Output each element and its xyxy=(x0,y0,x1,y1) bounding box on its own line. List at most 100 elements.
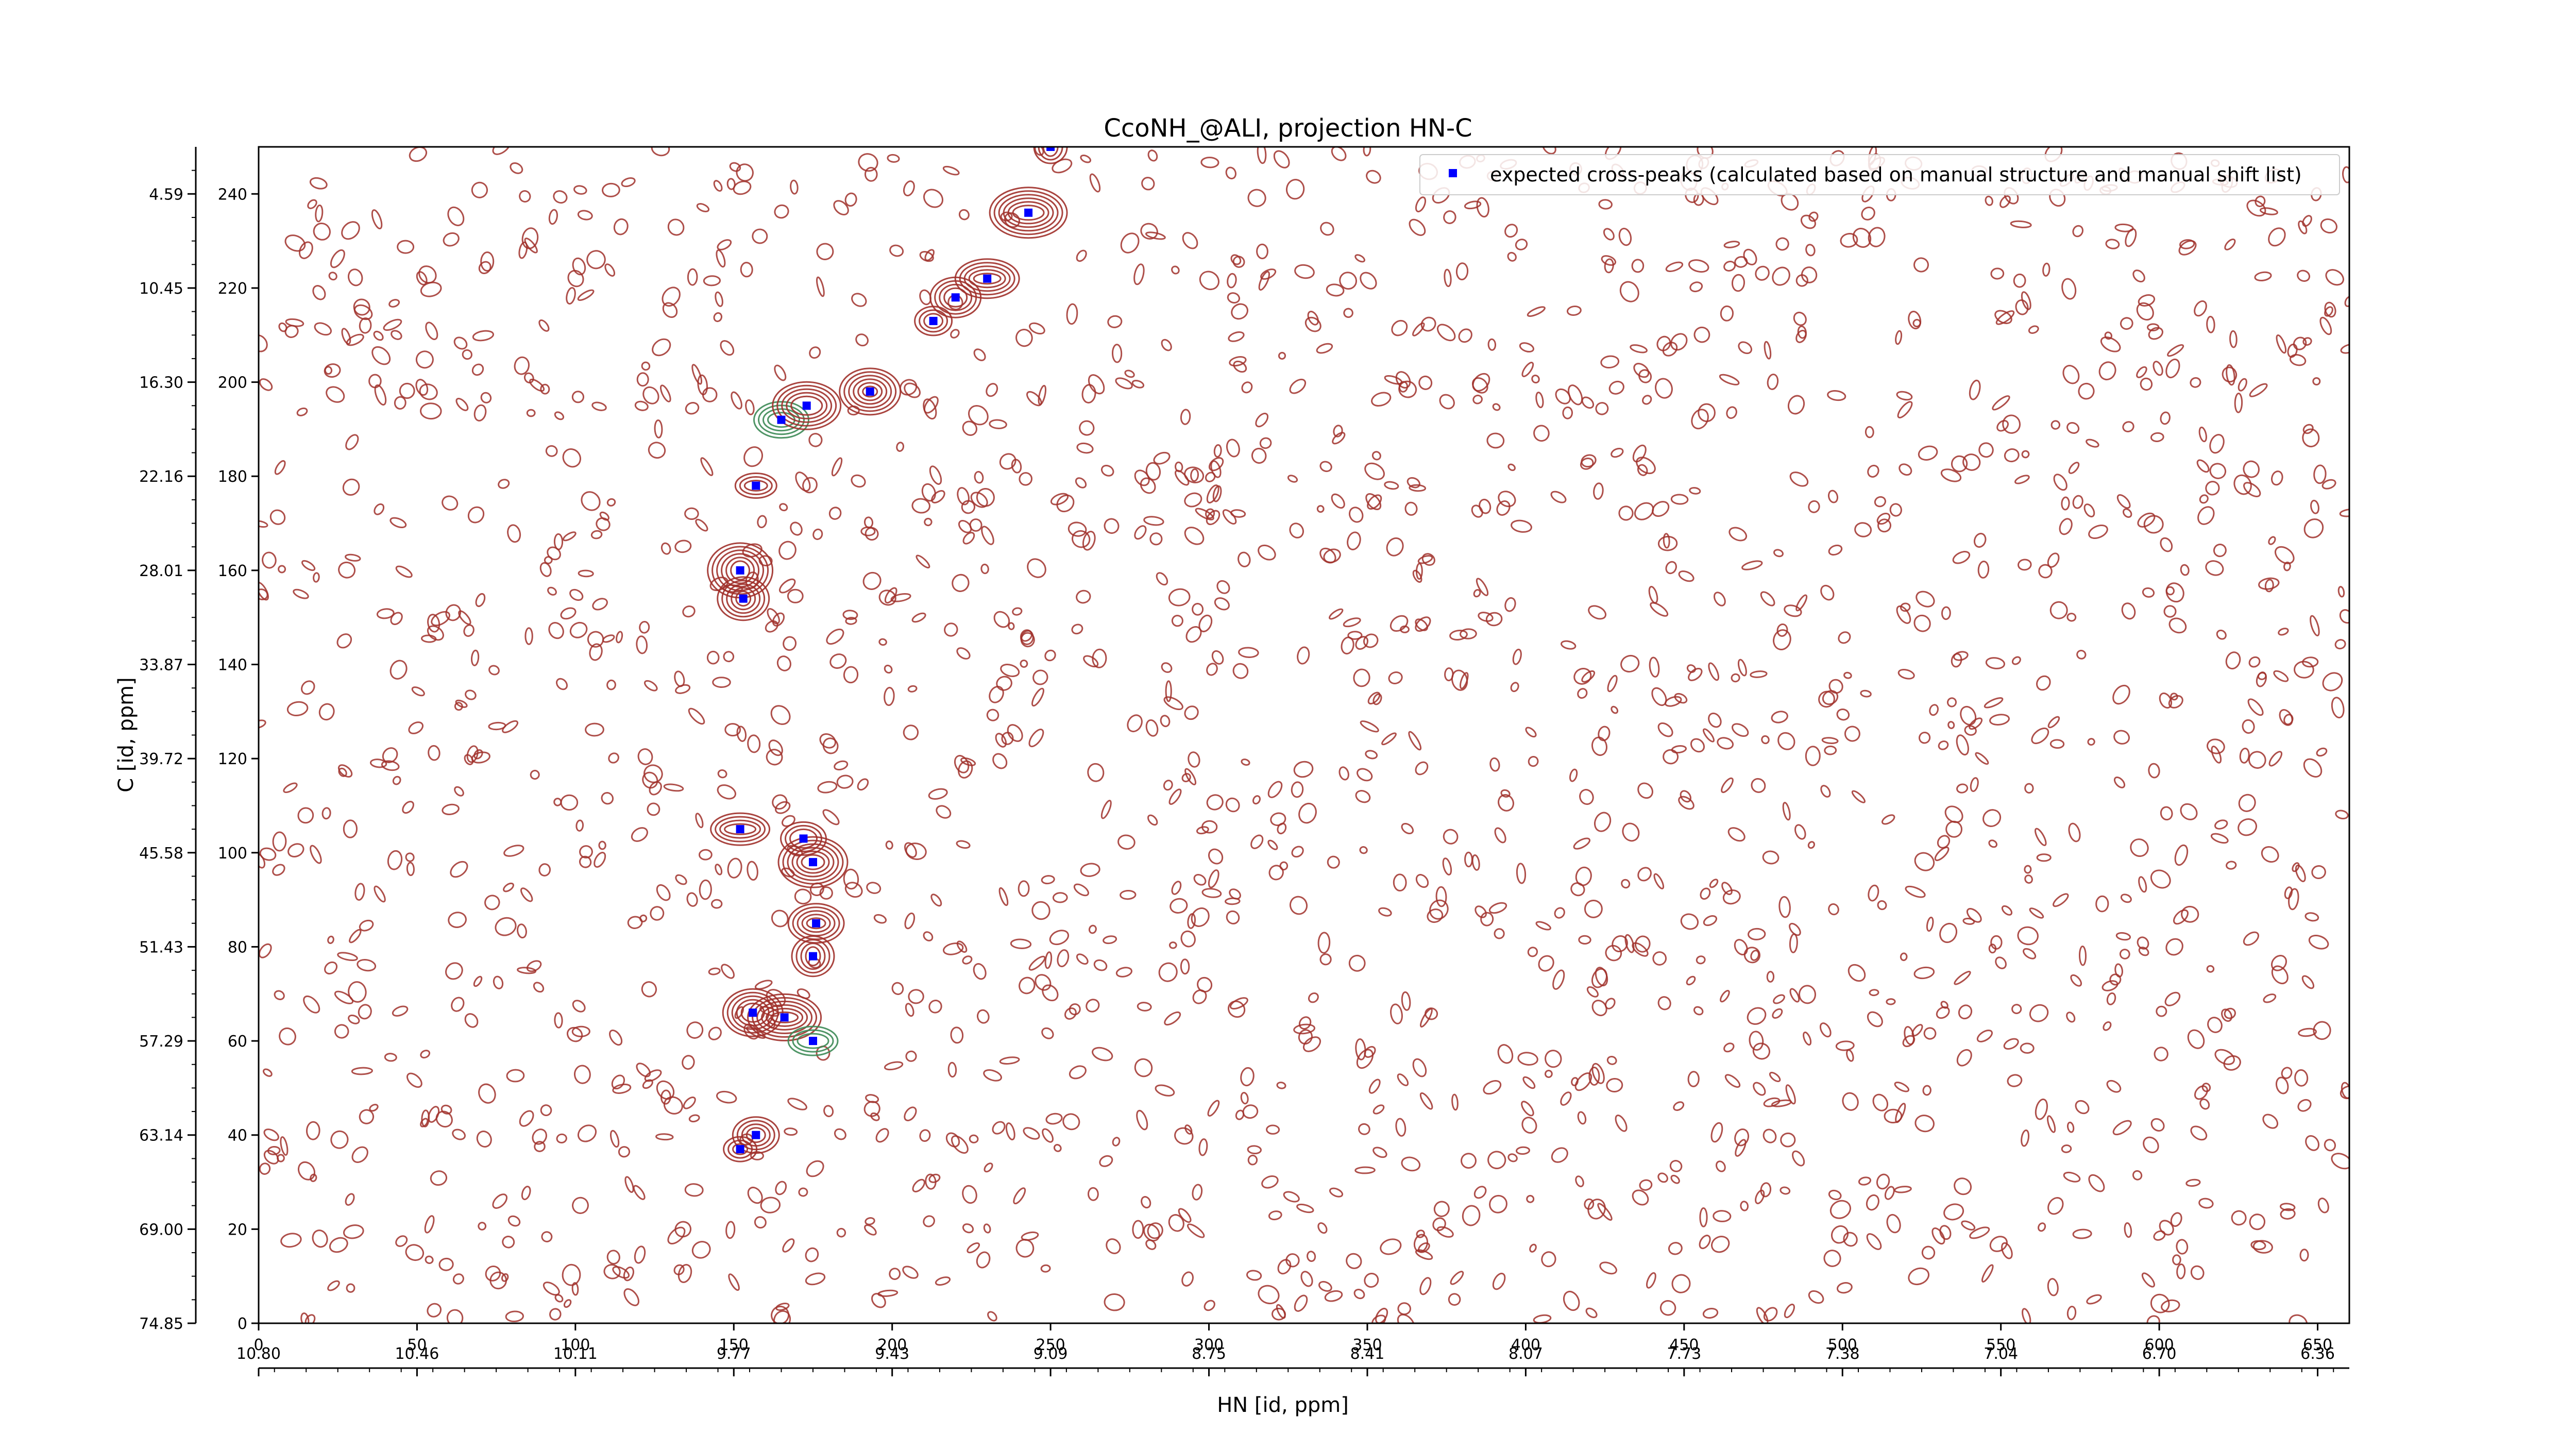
noise-contour xyxy=(1913,257,1929,273)
noise-contour xyxy=(2213,544,2227,558)
noise-contour xyxy=(1471,504,1483,518)
noise-contour xyxy=(301,560,316,571)
noise-contour xyxy=(2076,650,2087,660)
noise-contour xyxy=(904,1106,917,1121)
expected-cross-peak-marker xyxy=(809,952,817,961)
noise-contour xyxy=(532,1128,547,1145)
noise-contour xyxy=(1731,673,1740,683)
noise-contour xyxy=(2072,1228,2092,1239)
noise-contour xyxy=(467,506,485,524)
noise-contour xyxy=(1069,1003,1081,1016)
noise-contour xyxy=(428,1106,440,1123)
x-tick-label: 500 xyxy=(1828,1336,1857,1354)
noise-contour xyxy=(259,853,266,869)
noise-contour xyxy=(1072,530,1091,548)
noise-contour xyxy=(2153,361,2163,376)
noise-contour xyxy=(776,655,791,671)
x-secondary-tick-label: 9.09 xyxy=(1033,1345,1068,1363)
noise-contour xyxy=(1877,518,1891,533)
noise-contour xyxy=(1969,1226,1990,1239)
noise-contour xyxy=(1954,971,1971,985)
noise-contour xyxy=(2340,1085,2349,1100)
noise-contour xyxy=(2205,560,2224,576)
peak-contour xyxy=(724,823,757,835)
peak-contour xyxy=(923,313,944,329)
noise-contour xyxy=(1103,935,1117,945)
noise-contour xyxy=(976,1009,990,1024)
noise-contour xyxy=(1913,614,1931,632)
noise-contour xyxy=(754,1216,767,1229)
noise-contour xyxy=(1080,155,1092,163)
peak-contour xyxy=(805,946,821,967)
noise-contour xyxy=(1268,1210,1282,1221)
noise-contour xyxy=(1680,913,1699,930)
noise-contour xyxy=(2279,1203,2296,1211)
noise-contour xyxy=(1598,726,1611,742)
noise-contour xyxy=(951,1135,969,1154)
noise-contour xyxy=(1041,1027,1054,1039)
negative-contour xyxy=(787,1025,839,1056)
noise-contour xyxy=(2018,559,2032,571)
noise-contour xyxy=(1962,453,1981,471)
noise-contour xyxy=(1019,976,1036,995)
noise-contour xyxy=(819,733,836,749)
noise-contour xyxy=(1277,822,1287,835)
noise-contour xyxy=(904,382,921,398)
noise-contour xyxy=(353,304,373,321)
noise-contour xyxy=(284,234,306,252)
expected-cross-peak-marker xyxy=(809,858,817,867)
noise-contour xyxy=(1041,875,1055,885)
noise-contour xyxy=(708,1026,722,1040)
noise-contour xyxy=(314,322,332,336)
noise-contour xyxy=(1657,996,1671,1010)
noise-contour xyxy=(2049,601,2068,619)
plot-frame xyxy=(258,146,2350,1324)
noise-contour xyxy=(485,1265,501,1282)
noise-contour xyxy=(1464,200,1482,210)
noise-contour xyxy=(1372,693,1382,705)
noise-contour xyxy=(928,788,948,800)
noise-contour xyxy=(1246,1270,1262,1281)
noise-contour xyxy=(1235,1109,1245,1120)
noise-contour xyxy=(1208,457,1224,471)
noise-contour xyxy=(440,1104,452,1115)
noise-contour xyxy=(300,1312,310,1323)
noise-contour xyxy=(1397,1313,1415,1323)
noise-contour xyxy=(1347,631,1363,640)
noise-contour xyxy=(345,434,359,450)
noise-contour xyxy=(1145,1239,1157,1250)
noise-contour xyxy=(995,733,1007,748)
negative-contour xyxy=(796,1033,829,1049)
noise-contour xyxy=(1867,464,1879,478)
noise-contour xyxy=(2031,727,2049,745)
noise-contour xyxy=(2088,1174,2105,1192)
noise-contour xyxy=(1897,669,1915,680)
noise-contour xyxy=(2206,315,2215,333)
noise-contour xyxy=(627,916,643,929)
noise-contour xyxy=(1881,814,1895,825)
y-tick-label: 100 xyxy=(218,845,247,863)
noise-contour xyxy=(2120,894,2132,903)
noise-contour xyxy=(660,542,671,555)
noise-contour xyxy=(1285,1253,1300,1268)
expected-cross-peak-marker xyxy=(1046,147,1055,151)
noise-contour xyxy=(1415,618,1428,631)
noise-contour xyxy=(371,209,383,230)
noise-contour xyxy=(259,334,268,352)
noise-contour xyxy=(259,1162,271,1175)
noise-contour xyxy=(2337,586,2345,598)
noise-contour xyxy=(650,906,665,921)
noise-contour xyxy=(520,887,533,902)
noise-contour xyxy=(1127,714,1143,733)
noise-contour xyxy=(609,1130,620,1148)
noise-contour xyxy=(2140,377,2153,391)
peak-contour xyxy=(853,378,888,405)
noise-contour xyxy=(2047,1115,2056,1133)
noise-contour xyxy=(601,792,614,805)
noise-contour xyxy=(606,679,616,690)
noise-contour xyxy=(1483,1080,1502,1095)
noise-contour xyxy=(740,262,753,278)
noise-contour xyxy=(1155,1084,1175,1097)
noise-contour xyxy=(2313,464,2327,484)
noise-contour xyxy=(1940,1001,1948,1009)
